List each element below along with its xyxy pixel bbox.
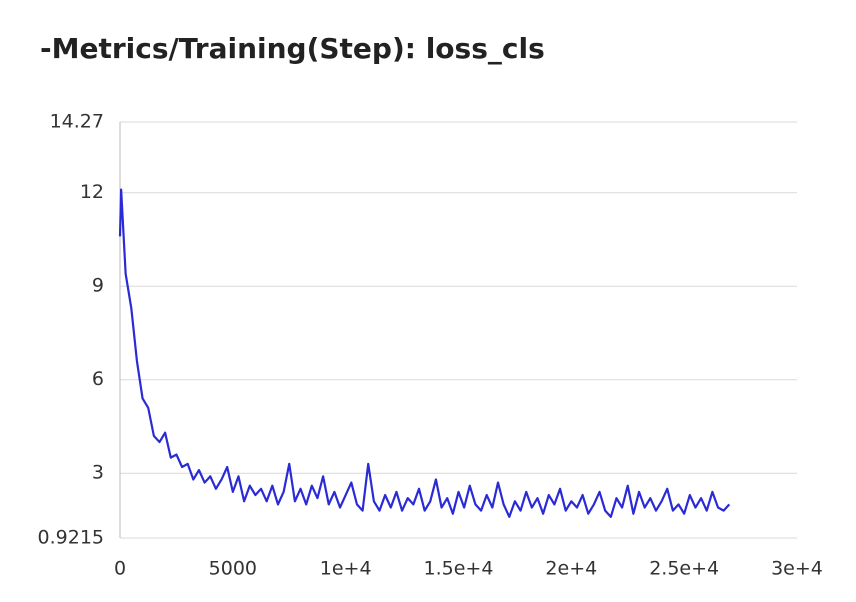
x-tick-label: 1e+4 (320, 558, 372, 580)
x-tick-label: 2e+4 (545, 558, 597, 580)
y-tick-label: 14.27 (50, 111, 104, 133)
y-tick-label: 3 (92, 462, 104, 484)
x-tick-label: 3e+4 (771, 558, 823, 580)
y-tick-label: 0.9215 (38, 527, 104, 549)
y-tick-label: 9 (92, 275, 104, 297)
y-tick-label: 6 (92, 368, 104, 390)
x-tick-label: 5000 (209, 558, 257, 580)
x-tick-label: 2.5e+4 (649, 558, 719, 580)
y-tick-label: 12 (80, 181, 104, 203)
x-tick-label: 1.5e+4 (424, 558, 494, 580)
data-line (118, 188, 731, 518)
chart-title: -Metrics/Training(Step): loss_cls (40, 32, 545, 65)
x-tick-label: 0 (114, 558, 126, 580)
